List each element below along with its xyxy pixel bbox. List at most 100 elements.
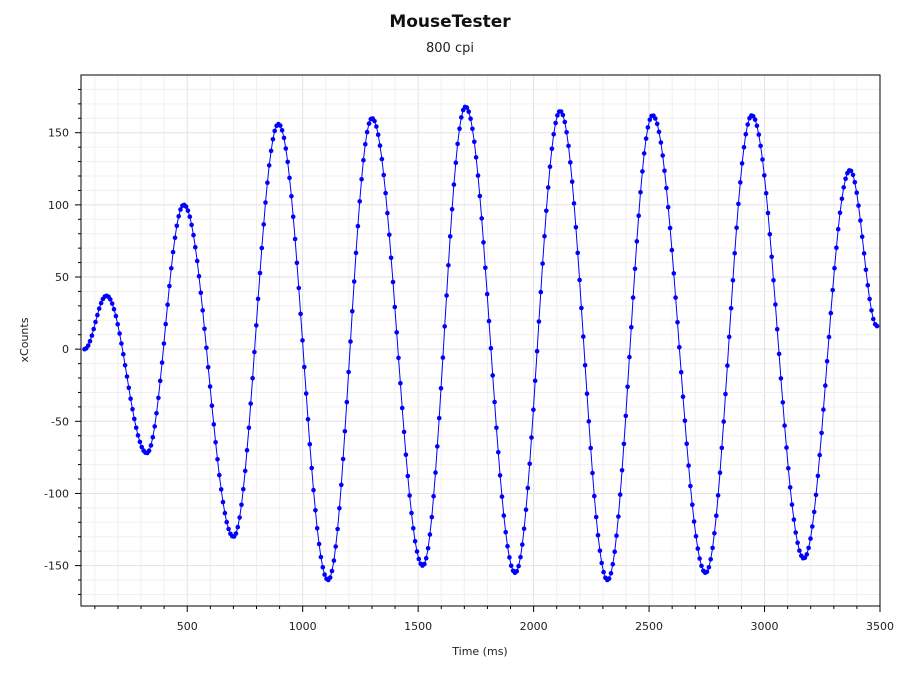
data-point [640, 169, 645, 174]
data-point [496, 450, 501, 455]
data-point [224, 519, 229, 525]
data-point [375, 132, 381, 137]
data-point [616, 514, 621, 519]
data-point [178, 207, 183, 212]
data-point [150, 434, 156, 440]
data-point [697, 556, 702, 561]
data-point [320, 565, 326, 570]
data-point [388, 255, 394, 261]
data-point [163, 321, 168, 327]
data-point [824, 359, 830, 364]
data-point [499, 494, 505, 499]
data-point [723, 391, 728, 397]
data-point [867, 296, 872, 302]
data-point [621, 441, 627, 447]
data-point [121, 351, 126, 357]
data-point [95, 312, 100, 318]
data-point [804, 552, 810, 557]
data-point [738, 180, 743, 185]
data-point [285, 159, 291, 165]
data-point [226, 526, 231, 532]
data-point [96, 306, 102, 311]
data-point [545, 185, 551, 190]
data-point [353, 250, 359, 256]
data-point [568, 160, 573, 165]
data-point [156, 395, 161, 401]
data-point [305, 417, 311, 422]
data-point [549, 146, 555, 152]
data-point [821, 407, 826, 412]
x-axis-title: Time (ms) [451, 645, 507, 658]
data-point [313, 508, 318, 513]
data-point [743, 131, 749, 137]
data-point [686, 463, 691, 468]
data-point [516, 563, 521, 569]
data-point [246, 425, 252, 431]
data-point [531, 407, 536, 413]
data-point [486, 318, 492, 324]
data-point [497, 473, 503, 478]
data-point [865, 283, 871, 288]
axes [75, 74, 881, 612]
data-point [769, 254, 774, 260]
data-point [217, 472, 222, 478]
data-point [152, 424, 157, 429]
data-point [625, 384, 630, 390]
data-point [544, 208, 549, 214]
data-point [132, 416, 137, 422]
data-point [673, 295, 678, 300]
data-point [728, 306, 734, 311]
data-point [248, 401, 253, 406]
data-point [327, 575, 333, 580]
data-point [584, 391, 590, 397]
data-point [303, 391, 309, 396]
data-point [599, 560, 604, 566]
data-point [220, 499, 226, 505]
series-markers [82, 104, 880, 583]
data-point [632, 266, 638, 272]
data-point [871, 316, 876, 322]
data-point [850, 172, 856, 178]
data-point [459, 115, 464, 120]
data-point [340, 456, 346, 462]
data-point [252, 349, 257, 355]
data-point [167, 283, 172, 289]
data-point [189, 222, 194, 228]
data-point [627, 354, 632, 360]
data-point [597, 548, 603, 553]
data-point [322, 572, 327, 577]
data-point [612, 549, 617, 554]
data-point [237, 515, 242, 520]
data-point [119, 341, 124, 346]
data-point [837, 210, 843, 216]
data-point [351, 279, 357, 284]
data-point [710, 545, 715, 551]
data-point [133, 425, 139, 431]
data-point [342, 429, 348, 434]
data-point [207, 384, 213, 389]
data-point [592, 493, 597, 499]
data-point [582, 363, 588, 368]
data-point [289, 193, 294, 199]
data-point [848, 168, 854, 174]
data-point [741, 145, 747, 150]
data-point [588, 445, 593, 451]
data-point [529, 435, 534, 440]
data-point [263, 200, 268, 205]
data-point [429, 514, 435, 520]
data-point [117, 331, 122, 336]
data-point [196, 273, 202, 279]
data-point [538, 289, 544, 295]
data-point [314, 526, 320, 531]
data-point [344, 399, 350, 405]
data-point [337, 506, 342, 511]
data-point [366, 121, 372, 126]
data-point [472, 139, 477, 145]
y-tick-label: 50 [55, 271, 69, 284]
data-point [431, 494, 436, 499]
data-point [453, 160, 459, 165]
data-point [464, 105, 470, 110]
data-point [211, 422, 217, 427]
data-point [440, 355, 446, 360]
data-point [108, 297, 113, 302]
